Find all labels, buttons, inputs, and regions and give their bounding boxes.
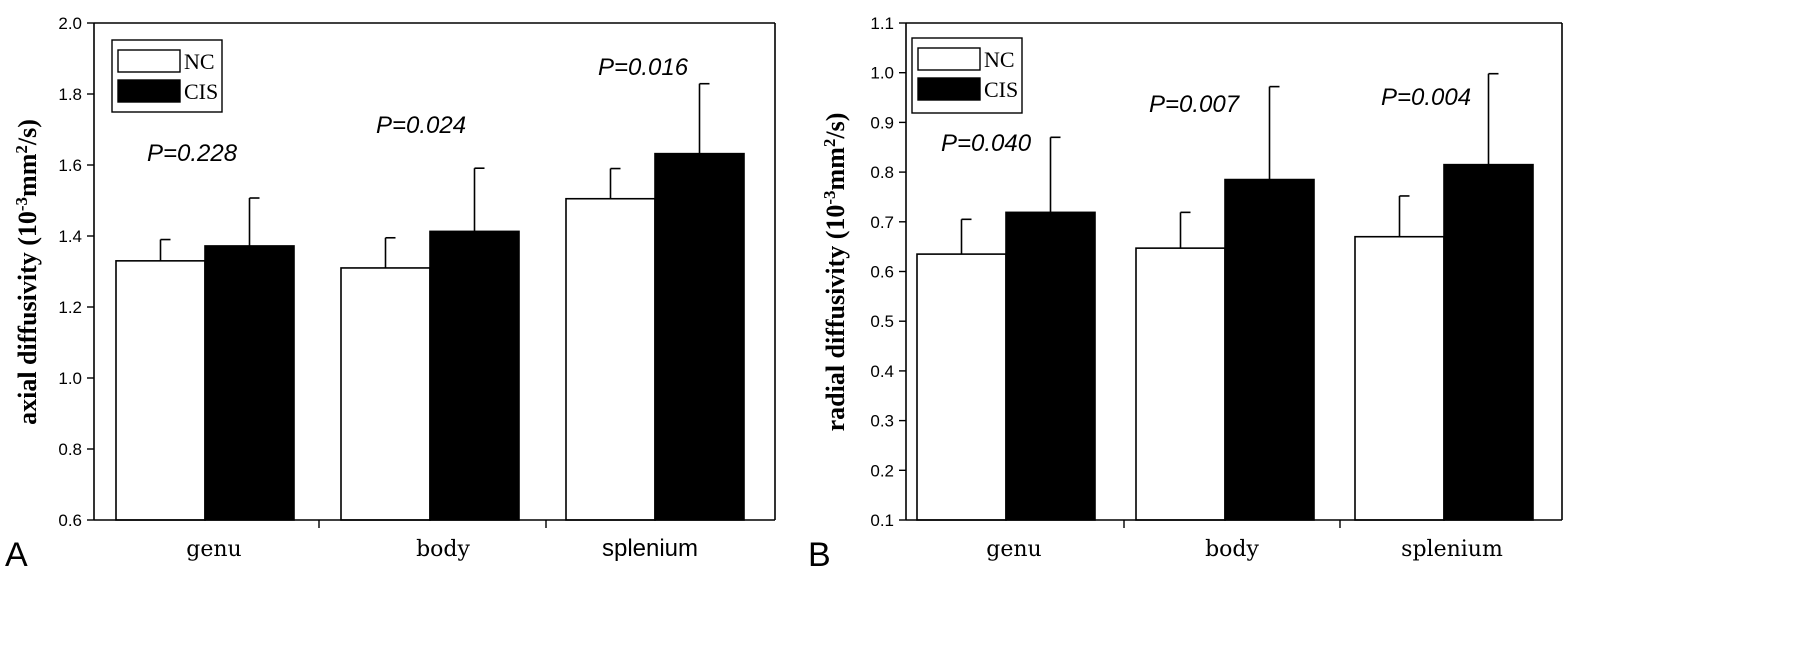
y-axis-label-part: -3 bbox=[820, 190, 839, 204]
x-tick-label-body: body bbox=[1205, 537, 1259, 562]
legend-swatch-nc bbox=[117, 49, 181, 73]
y-tick-label: 0.9 bbox=[870, 113, 894, 132]
y-tick-label: 0.8 bbox=[870, 163, 894, 182]
bar-nc-splenium bbox=[1354, 235, 1445, 521]
p-value-annotation: P=0.228 bbox=[147, 140, 238, 167]
y-axis-label-part: /s) bbox=[13, 119, 42, 146]
x-tick-label-splenium: splenium bbox=[1401, 537, 1503, 562]
y-axis-label-part: radial diffusivity (10 bbox=[821, 205, 850, 432]
y-tick-label: 1.2 bbox=[58, 298, 82, 317]
chart-panel-a: 0.6 0.8 1.0 1.2 1.4 1.6 1.8 2.0 genu body splenium… bbox=[5, 14, 776, 574]
chart-panel-b: 0.1 0.2 0.3 0.4 0.5 0.6 0.7 0.8 0.9 1.0 1.1 genu bod… bbox=[808, 14, 1563, 574]
bar-nc-splenium bbox=[565, 197, 656, 521]
legend-swatch-cis bbox=[917, 77, 981, 101]
y-tick-label: 0.6 bbox=[58, 511, 82, 530]
legend-swatch-cis bbox=[117, 79, 181, 103]
p-value-annotation: P=0.007 bbox=[1149, 91, 1241, 118]
y-tick-label: 0.6 bbox=[870, 263, 894, 282]
bar-cis-splenium bbox=[1443, 163, 1534, 521]
bar-nc-genu bbox=[916, 253, 1007, 521]
panel-letter: B bbox=[808, 536, 831, 574]
y-tick-label: 2.0 bbox=[58, 14, 82, 33]
y-tick-label: 0.3 bbox=[870, 412, 894, 431]
y-tick-label: 1.0 bbox=[870, 64, 894, 83]
bar-cis-genu bbox=[1005, 211, 1096, 521]
p-value-annotation: P=0.016 bbox=[598, 54, 689, 81]
bar-nc-body bbox=[340, 267, 431, 521]
x-tick-label-splenium: splenium bbox=[602, 535, 698, 562]
y-axis-label-part: 2 bbox=[820, 139, 839, 148]
bar-cis-genu bbox=[204, 245, 295, 521]
legend: NC CIS bbox=[911, 37, 1023, 114]
y-axis-label-part: 2 bbox=[12, 145, 31, 154]
legend-label-nc: NC bbox=[984, 47, 1015, 72]
y-tick-label: 0.1 bbox=[870, 511, 894, 530]
y-tick-label: 0.7 bbox=[870, 213, 894, 232]
y-axis-label-part: /s) bbox=[821, 113, 850, 140]
y-tick-label: 1.0 bbox=[58, 369, 82, 388]
y-axis-label-part: mm bbox=[13, 153, 42, 197]
bar-cis-body bbox=[429, 230, 520, 521]
panel-letter: A bbox=[5, 536, 28, 574]
legend: NC CIS bbox=[111, 39, 223, 113]
p-value-annotation: P=0.024 bbox=[376, 112, 466, 139]
y-tick-label: 1.4 bbox=[58, 227, 82, 246]
y-tick-label: 0.5 bbox=[870, 312, 894, 331]
bar-cis-body bbox=[1224, 178, 1315, 521]
y-axis-label: radial diffusivity (10-3mm2/s) bbox=[820, 113, 850, 432]
y-tick-label: 0.2 bbox=[870, 461, 894, 480]
y-tick-label: 1.6 bbox=[58, 156, 82, 175]
legend-label-cis: CIS bbox=[984, 77, 1018, 102]
y-tick-label: 1.1 bbox=[870, 14, 894, 33]
y-axis-label: axial diffusivity (10-3mm2/s) bbox=[12, 119, 42, 425]
y-tick-label: 0.8 bbox=[58, 440, 82, 459]
legend-swatch-nc bbox=[917, 47, 981, 71]
p-value-annotation: P=0.004 bbox=[1381, 84, 1471, 111]
x-tick-label-body: body bbox=[416, 537, 470, 562]
bar-nc-body bbox=[1135, 247, 1226, 521]
x-tick-label-genu: genu bbox=[186, 537, 241, 562]
y-axis-label-part: axial diffusivity (10 bbox=[13, 211, 42, 425]
legend-label-cis: CIS bbox=[184, 79, 218, 104]
legend-label-nc: NC bbox=[184, 49, 215, 74]
y-axis-label-part: mm bbox=[821, 147, 850, 191]
y-axis-label-part: -3 bbox=[12, 197, 31, 211]
bar-cis-splenium bbox=[654, 152, 745, 521]
bar-nc-genu bbox=[115, 260, 206, 521]
x-tick-label-genu: genu bbox=[986, 537, 1041, 562]
p-value-annotation: P=0.040 bbox=[941, 130, 1032, 157]
y-tick-label: 0.4 bbox=[870, 362, 894, 381]
y-tick-label: 1.8 bbox=[58, 85, 82, 104]
